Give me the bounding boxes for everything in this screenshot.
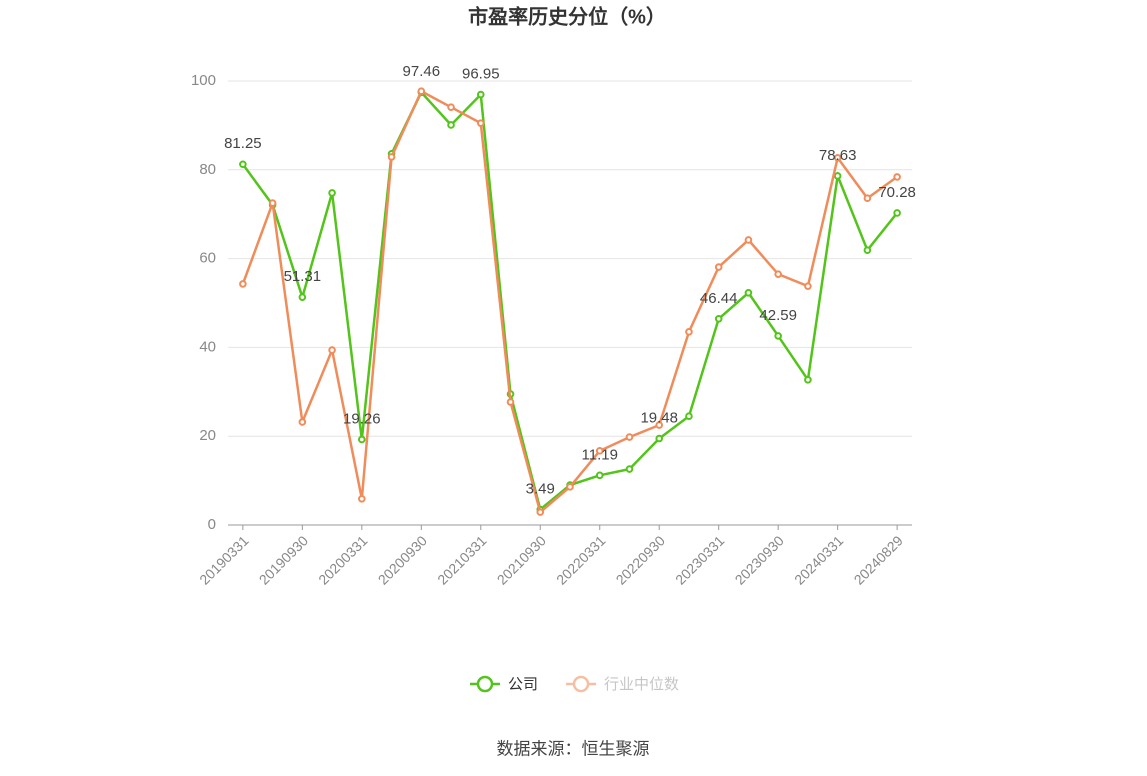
- data-label: 70.28: [878, 184, 916, 201]
- data-label: 46.44: [700, 290, 738, 307]
- y-tick-label: 40: [199, 338, 216, 355]
- point: [744, 288, 753, 297]
- x-tick-label: 20190331: [196, 532, 252, 588]
- point: [536, 508, 545, 516]
- data-label: 19.48: [640, 409, 678, 426]
- chart-title: 市盈率历史分位（%）: [468, 4, 666, 28]
- data-label: 19.26: [343, 410, 381, 427]
- point: [328, 189, 336, 197]
- x-tick-label: 20200930: [375, 532, 431, 588]
- point: [358, 495, 366, 503]
- point: [387, 153, 396, 161]
- point: [863, 194, 872, 203]
- point: [893, 209, 901, 217]
- x-tick-label: 20220930: [613, 532, 669, 588]
- x-tick-label: 20220331: [553, 532, 609, 588]
- point: [625, 433, 634, 441]
- point: [714, 315, 723, 323]
- x-tick-label: 20190930: [256, 532, 312, 588]
- x-tick-label: 20210930: [494, 532, 550, 588]
- point: [298, 418, 307, 426]
- point: [833, 172, 842, 180]
- point: [447, 121, 455, 129]
- point: [863, 246, 872, 254]
- y-tick-label: 100: [191, 72, 216, 89]
- point: [655, 434, 664, 443]
- series-line: [241, 89, 898, 515]
- point: [685, 412, 693, 421]
- legend-item: 公司: [470, 675, 538, 693]
- source: 数据来源：恒生聚源: [497, 739, 650, 758]
- point: [447, 103, 455, 111]
- legend-item: 行业中位数: [566, 675, 679, 693]
- data-label: 97.46: [403, 63, 441, 80]
- legend-label: 公司: [508, 676, 538, 693]
- y-tick-label: 80: [199, 161, 216, 178]
- x-tick-label: 20240829: [851, 532, 907, 588]
- point: [239, 160, 247, 169]
- point: [566, 483, 574, 491]
- point: [744, 236, 753, 244]
- point: [239, 280, 247, 288]
- point: [804, 282, 812, 290]
- point: [625, 465, 634, 473]
- point: [328, 346, 336, 354]
- point: [595, 447, 604, 455]
- data-label: 81.25: [224, 135, 262, 152]
- data-label: 96.95: [462, 66, 500, 83]
- data-label: 78.63: [819, 147, 857, 164]
- point: [804, 376, 812, 384]
- y-tick-label: 0: [208, 516, 216, 533]
- data-label: 51.31: [284, 268, 322, 285]
- point: [774, 270, 782, 278]
- point: [358, 435, 366, 444]
- series-line: [241, 90, 899, 512]
- y-tick-label: 60: [199, 250, 216, 267]
- point: [774, 332, 782, 340]
- point: [268, 199, 277, 207]
- data-label: 11.19: [582, 446, 618, 463]
- x-tick-label: 20200331: [315, 532, 371, 588]
- point: [893, 173, 901, 181]
- legend-symbol: [572, 675, 590, 693]
- legend-label: 行业中位数: [604, 676, 679, 693]
- legend-symbol: [476, 675, 494, 693]
- data-label: 42.59: [759, 307, 797, 324]
- data-label: 3.49: [526, 480, 555, 497]
- y-tick-label: 20: [199, 427, 216, 444]
- point: [506, 398, 515, 406]
- x-tick-label: 20240331: [791, 532, 847, 588]
- x-tick-label: 20230930: [732, 532, 788, 588]
- point: [714, 263, 723, 271]
- point: [685, 328, 693, 336]
- x-tick-label: 20230331: [672, 532, 728, 588]
- point: [833, 154, 842, 162]
- point: [298, 293, 307, 301]
- point: [476, 119, 485, 127]
- point: [655, 421, 664, 429]
- point: [595, 471, 604, 480]
- point: [417, 87, 426, 96]
- x-tick-label: 20210331: [434, 532, 490, 588]
- point: [476, 90, 485, 99]
